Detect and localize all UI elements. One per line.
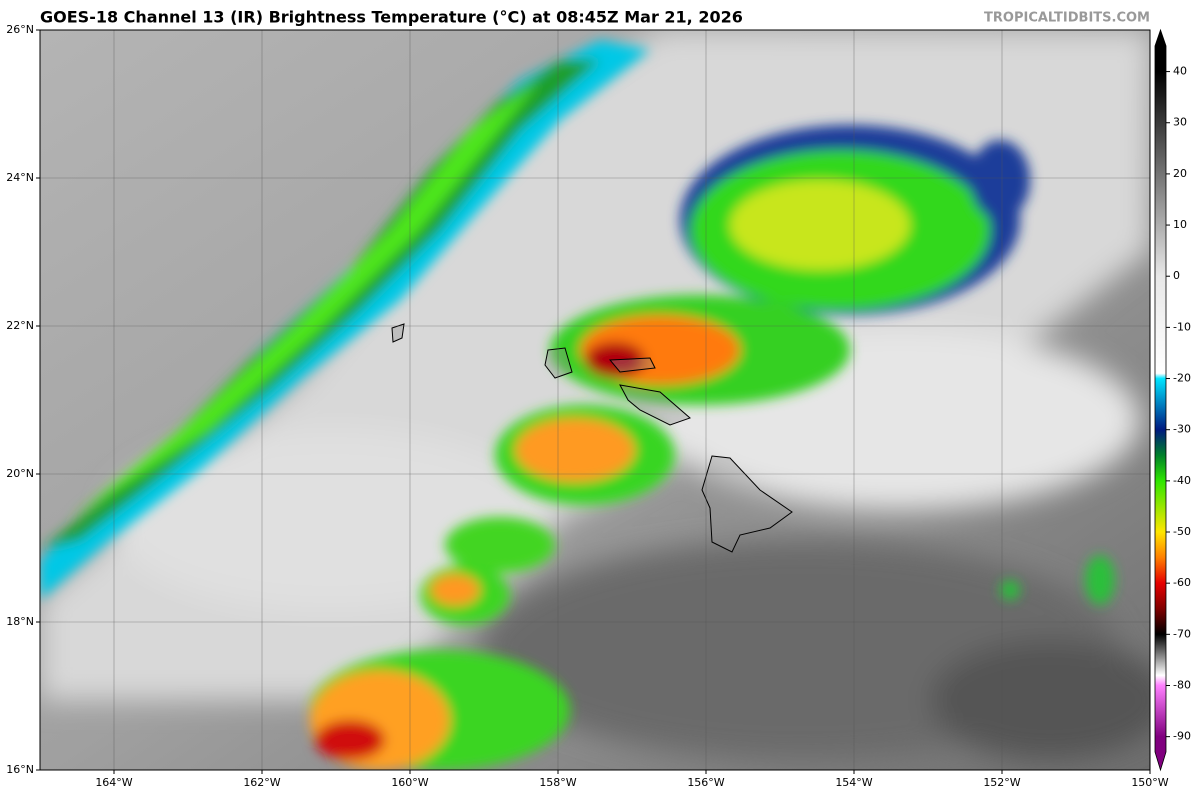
lon-tick-label: 156°W [687,776,724,789]
colorbar-tick-label: 40 [1173,65,1187,78]
colorbar-tick-label: -40 [1173,474,1191,487]
colorbar-tick-label: -90 [1173,730,1191,743]
lat-tick-label: 22°N [6,319,34,332]
lon-tick-label: 150°W [1131,776,1168,789]
lon-tick-label: 160°W [391,776,428,789]
lon-tick-label: 158°W [539,776,576,789]
colorbar-tick-label: 10 [1173,218,1187,231]
lon-tick-label: 162°W [243,776,280,789]
colorbar-tick-label: -10 [1173,320,1191,333]
colorbar-tick-label: -50 [1173,525,1191,538]
colorbar-tick-label: 30 [1173,116,1187,129]
colorbar-tick-label: -70 [1173,627,1191,640]
colorbar-tick-label: 20 [1173,167,1187,180]
satellite-image [40,30,1150,770]
colorbar-arrow-bottom [1155,752,1166,770]
colorbar-tick-label: -60 [1173,576,1191,589]
lat-tick-label: 26°N [6,23,34,36]
colorbar-tick-label: -20 [1173,372,1191,385]
colorbar-tick-label: 0 [1173,269,1180,282]
title: GOES-18 Channel 13 (IR) Brightness Tempe… [40,8,743,27]
lat-tick-label: 24°N [6,171,34,184]
colorbar-frame [1154,28,1167,772]
lon-tick-label: 164°W [95,776,132,789]
map-frame [39,29,1151,771]
source: TROPICALTIDBITS.COM [984,11,1150,26]
lon-tick-label: 152°W [983,776,1020,789]
lat-tick-label: 20°N [6,467,34,480]
lon-tick-label: 154°W [835,776,872,789]
colorbar-arrow-top [1155,30,1166,46]
colorbar-fill [1155,46,1166,752]
lat-tick-label: 18°N [6,615,34,628]
colorbar: 40 30 20 10 0 -10 -20 -30 -40 -50 -60 -70 -80 -90 [1154,28,1191,772]
colorbar-tick-label: -80 [1173,678,1191,691]
colorbar-tick-label: -30 [1173,423,1191,436]
lat-tick-label: 16°N [6,763,34,776]
